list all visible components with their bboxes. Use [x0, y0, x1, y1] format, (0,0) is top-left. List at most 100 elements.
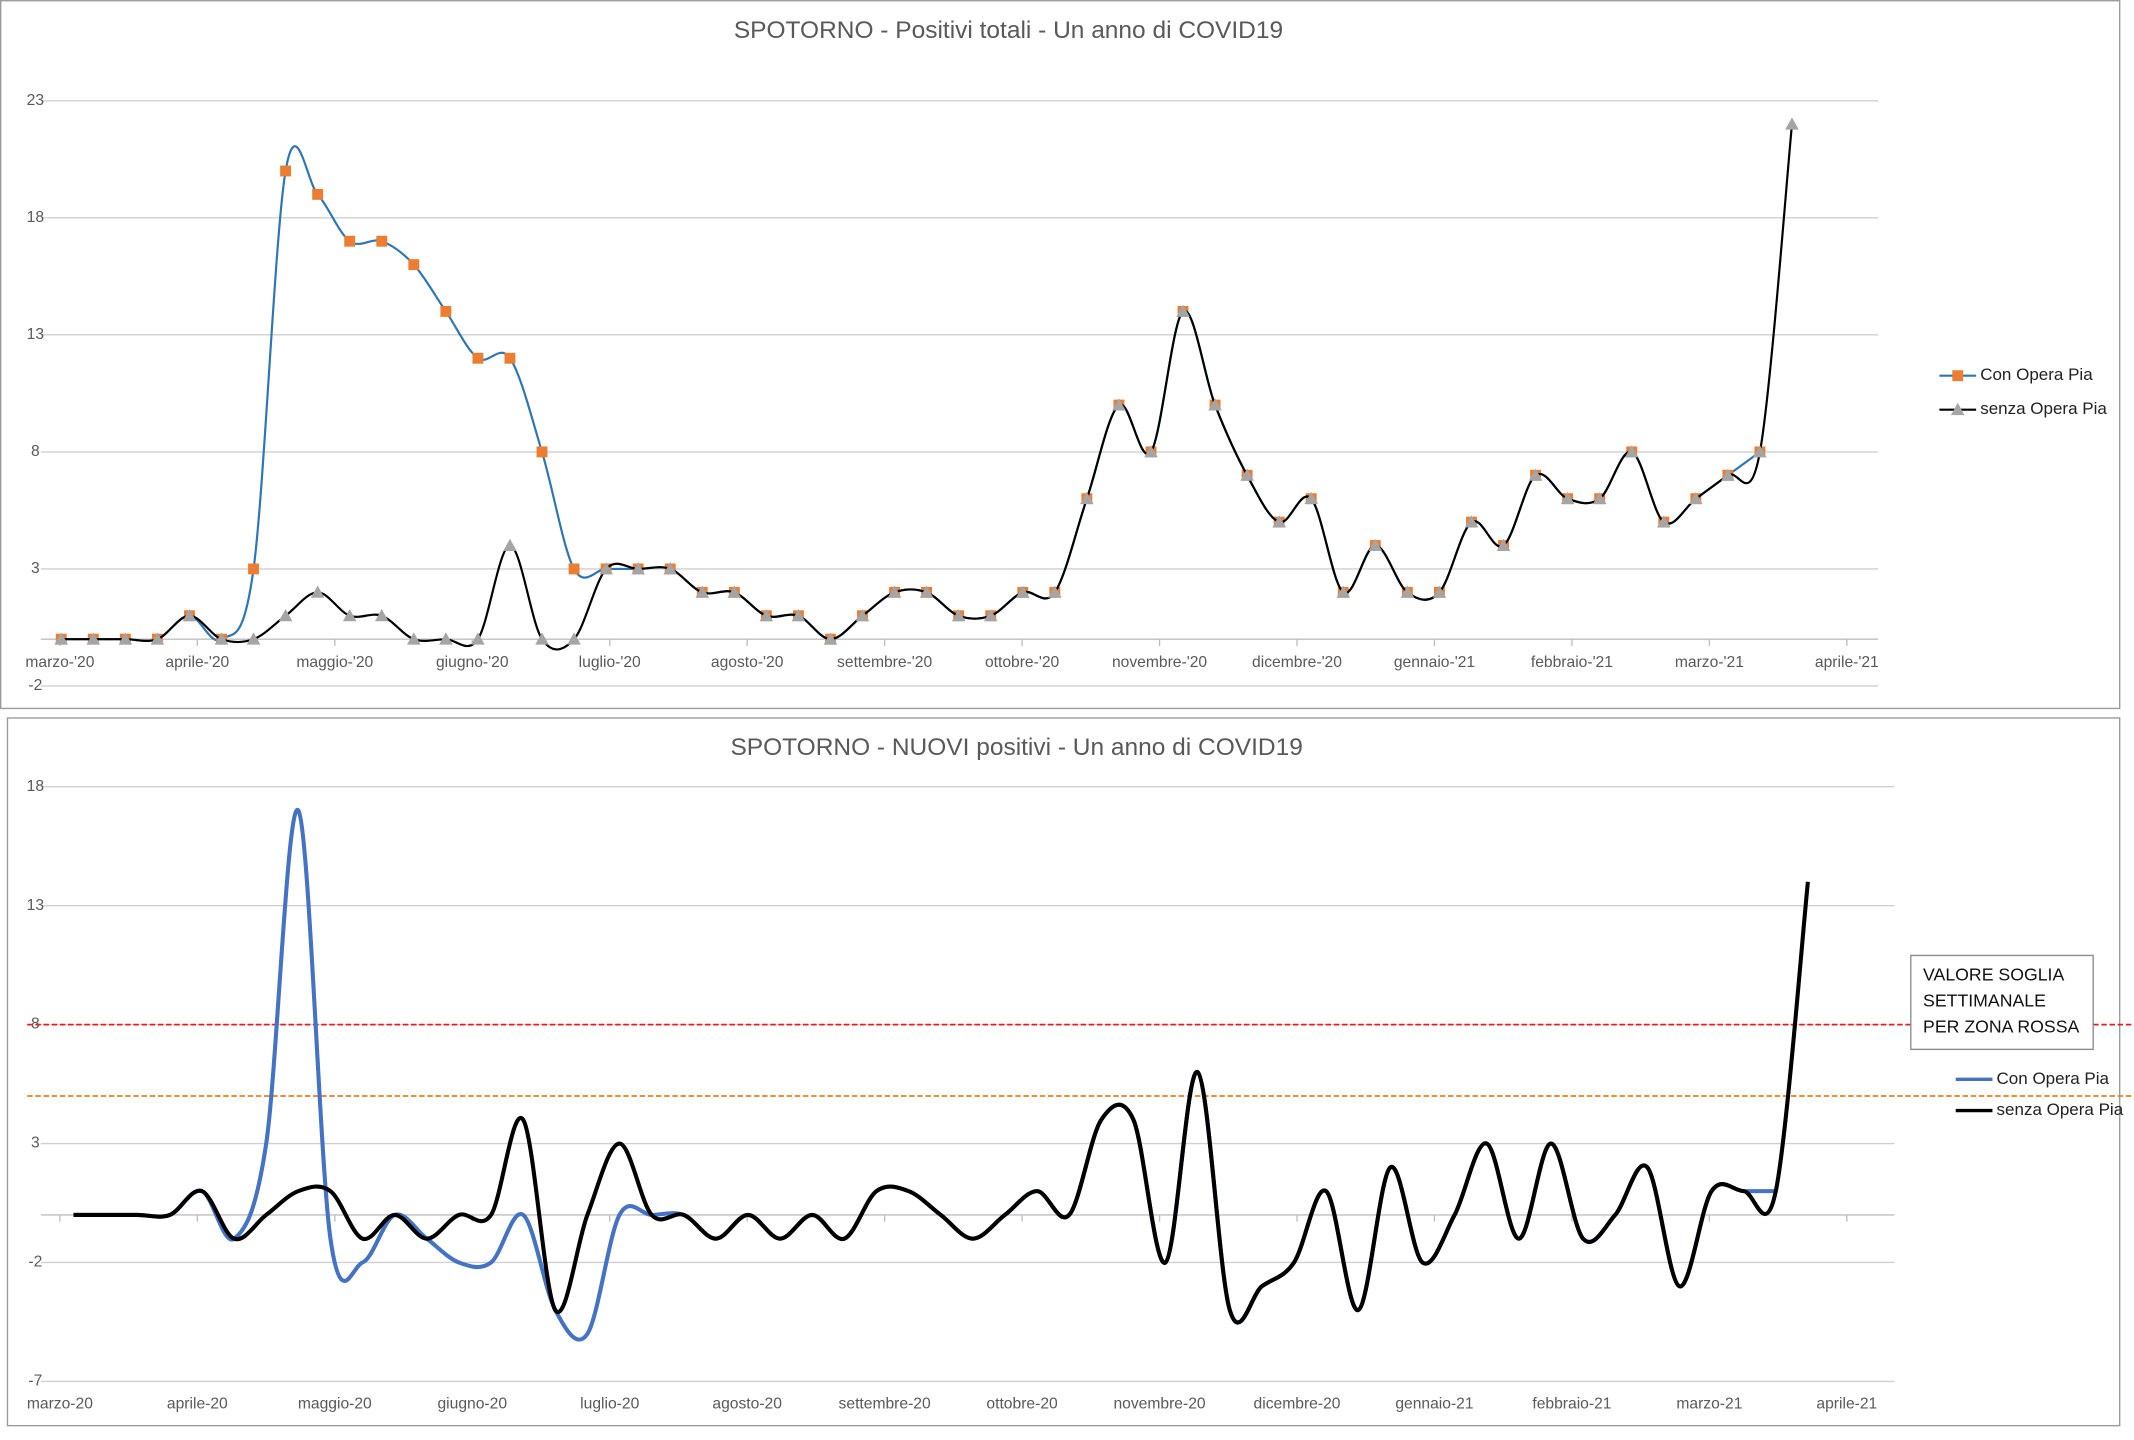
- x-tick-label: maggio-'20: [296, 654, 373, 671]
- x-tick-label: gennaio-21: [1395, 1396, 1473, 1413]
- x-tick-label: febbraio-'21: [1531, 654, 1613, 671]
- x-tick-label: marzo-'21: [1675, 654, 1744, 671]
- marker: [182, 608, 197, 622]
- annotation-text: VALORE SOGLIA: [1923, 965, 2064, 985]
- marker: [695, 585, 710, 598]
- marker: [1952, 370, 1964, 382]
- x-tick-label: luglio-'20: [579, 654, 641, 671]
- marker: [376, 235, 388, 247]
- marker: [1240, 468, 1254, 481]
- marker: [1112, 398, 1126, 411]
- marker: [374, 608, 389, 622]
- y-tick-label: 23: [27, 92, 45, 109]
- marker: [759, 608, 774, 622]
- marker: [1304, 491, 1319, 505]
- x-tick-label: giugno-'20: [436, 654, 509, 671]
- x-tick-label: settembre-'20: [837, 654, 932, 671]
- chart-frame: [6, 717, 2121, 1427]
- marker: [86, 632, 101, 645]
- marker: [471, 632, 485, 645]
- marker: [823, 632, 838, 645]
- marker: [727, 585, 742, 598]
- x-tick-label: ottobre-20: [986, 1396, 1058, 1413]
- marker: [54, 632, 69, 645]
- x-tick-label: febbraio-21: [1532, 1396, 1611, 1413]
- x-tick-label: novembre-20: [1113, 1396, 1205, 1413]
- marker: [1624, 445, 1639, 458]
- y-tick-label: 13: [27, 897, 45, 914]
- marker: [1560, 491, 1575, 505]
- x-tick-label: aprile-20: [167, 1396, 228, 1413]
- marker: [439, 632, 453, 645]
- marker: [312, 188, 324, 200]
- y-tick-label: 13: [27, 326, 45, 343]
- x-tick-label: dicembre-'20: [1252, 654, 1342, 671]
- legend-label: Con Opera Pia: [1980, 365, 2093, 384]
- series: [54, 117, 1799, 651]
- marker: [440, 305, 452, 317]
- marker: [887, 585, 902, 598]
- x-tick-label: novembre-'20: [1112, 654, 1207, 671]
- x-tick-label: marzo-21: [1676, 1396, 1742, 1413]
- marker: [248, 563, 259, 575]
- marker: [536, 446, 548, 458]
- y-tick-label: 18: [27, 778, 45, 795]
- y-tick-label: 8: [31, 443, 40, 460]
- marker: [791, 608, 806, 622]
- marker: [214, 632, 229, 645]
- marker: [1785, 117, 1799, 130]
- marker: [1400, 585, 1415, 598]
- marker: [278, 608, 293, 622]
- chart-title: SPOTORNO - NUOVI positivi - Un anno di C…: [730, 734, 1302, 761]
- x-tick-label: agosto-'20: [711, 654, 784, 671]
- x-tick-label: marzo-'20: [25, 654, 94, 671]
- marker: [855, 608, 870, 622]
- legend-label: senza Opera Pia: [1980, 399, 2107, 418]
- marker: [1015, 585, 1030, 598]
- y-tick-label: 3: [31, 1135, 40, 1152]
- series: [73, 881, 1810, 1325]
- marker: [1753, 445, 1767, 458]
- y-tick-label: -7: [28, 1373, 42, 1390]
- x-tick-label: aprile-'21: [1815, 654, 1879, 671]
- chart-frame: [0, 0, 2121, 710]
- marker: [504, 352, 516, 364]
- annotation-box: [1910, 954, 2094, 1051]
- marker: [1656, 515, 1671, 528]
- chart-title: SPOTORNO - Positivi totali - Un anno di …: [734, 17, 1283, 44]
- marker: [1208, 398, 1222, 411]
- x-tick-label: ottobre-'20: [985, 654, 1060, 671]
- y-tick-label: 3: [31, 560, 40, 577]
- x-tick-label: gennaio-'21: [1394, 654, 1475, 671]
- marker: [599, 562, 613, 575]
- y-tick-label: 18: [27, 209, 45, 226]
- marker: [342, 608, 357, 622]
- marker: [1528, 468, 1543, 481]
- marker: [1368, 538, 1383, 551]
- marker: [344, 235, 356, 247]
- x-tick-label: settembre-20: [839, 1396, 931, 1413]
- marker: [408, 259, 420, 271]
- legend-label: Con Opera Pia: [1997, 1069, 2110, 1088]
- x-tick-label: maggio-20: [298, 1396, 372, 1413]
- x-tick-label: aprile-21: [1816, 1396, 1877, 1413]
- marker: [150, 632, 165, 645]
- marker: [1272, 515, 1286, 528]
- marker: [1721, 468, 1735, 481]
- annotation-text: PER ZONA ROSSA: [1923, 1016, 2079, 1036]
- marker: [951, 608, 966, 622]
- marker: [663, 562, 678, 575]
- marker: [406, 632, 421, 645]
- marker: [1176, 304, 1190, 317]
- marker: [919, 585, 934, 598]
- x-tick-label: giugno-20: [437, 1396, 507, 1413]
- marker: [1689, 491, 1703, 505]
- marker: [503, 538, 517, 551]
- marker: [1950, 402, 1965, 416]
- marker: [1080, 491, 1094, 505]
- y-tick-label: -2: [28, 677, 42, 694]
- x-tick-label: marzo-20: [27, 1396, 93, 1413]
- x-tick-label: aprile-'20: [165, 654, 229, 671]
- marker: [568, 563, 580, 575]
